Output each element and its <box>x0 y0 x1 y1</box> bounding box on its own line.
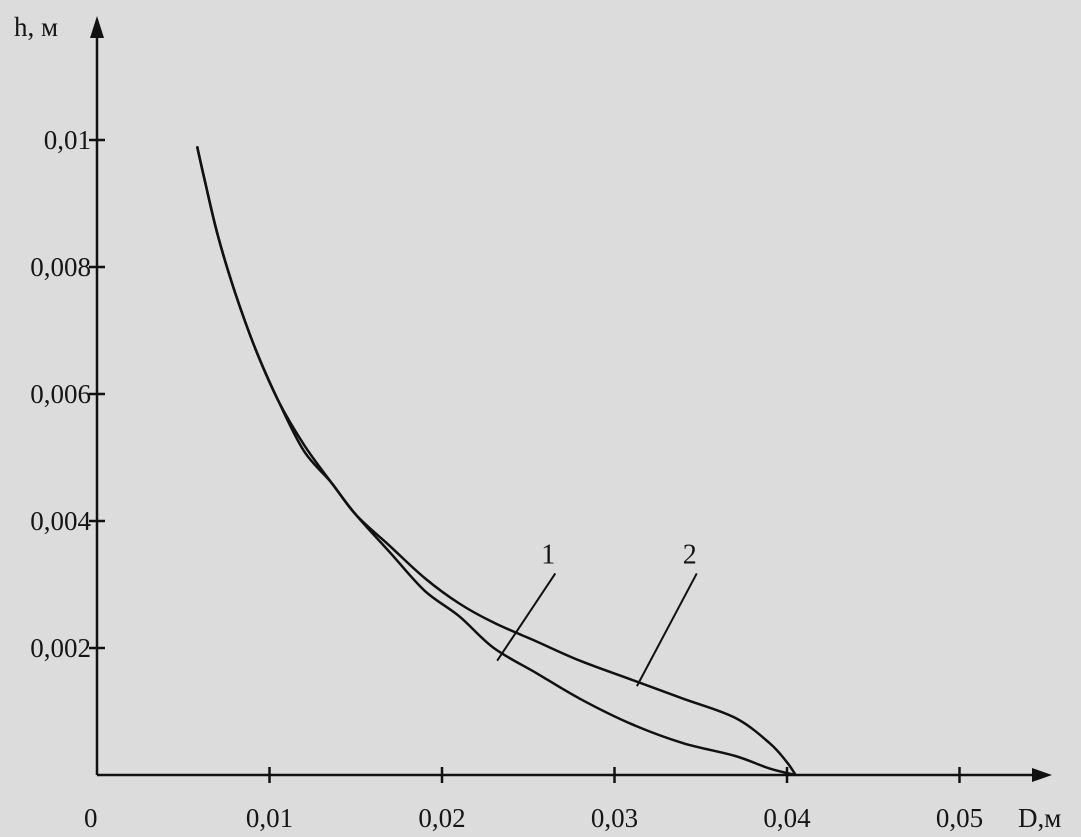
curve-label-2: 2 <box>683 539 697 570</box>
y-tick-label-0: 0,002 <box>30 633 91 663</box>
y-tick-label-4: 0,01 <box>44 125 91 155</box>
curve-1 <box>195 146 796 777</box>
x-origin-label: 0 <box>84 803 98 833</box>
x-tick-label-2: 0,03 <box>591 803 638 833</box>
x-tick-label-0: 0,01 <box>246 803 293 833</box>
y-tick-label-2: 0,006 <box>30 379 91 409</box>
y-tick-label-1: 0,004 <box>30 506 91 536</box>
y-tick-label-3: 0,008 <box>30 252 91 282</box>
curve-1-leader <box>496 572 557 662</box>
y-axis-arrow <box>90 16 104 38</box>
curve-2-leader <box>636 572 698 687</box>
x-tick-label-1: 0,02 <box>418 803 465 833</box>
curve-label-1: 1 <box>541 539 555 570</box>
x-tick-label-4: 0,05 <box>936 803 983 833</box>
axes <box>90 16 1052 782</box>
x-axis-label: D,м <box>1018 803 1061 833</box>
y-axis-label: h, м <box>14 12 58 42</box>
ticks: 0,01 0,02 0,03 0,04 0,05 0,002 0,004 0,006 0,008… <box>30 125 983 833</box>
curve-2 <box>195 146 797 776</box>
x-tick-label-3: 0,04 <box>763 803 811 833</box>
x-axis-arrow <box>1032 768 1052 782</box>
